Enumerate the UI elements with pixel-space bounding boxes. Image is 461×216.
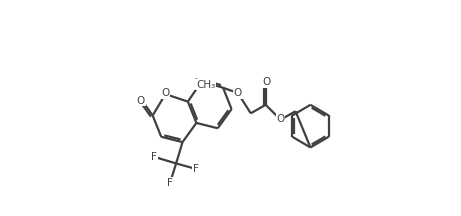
Text: O: O	[137, 95, 145, 106]
Text: F: F	[167, 178, 173, 188]
Text: F: F	[151, 152, 157, 162]
Text: F: F	[193, 164, 199, 174]
Text: O: O	[161, 88, 170, 98]
Text: O: O	[263, 77, 271, 87]
Text: O: O	[277, 114, 285, 124]
Text: CH₃: CH₃	[196, 80, 215, 90]
Text: O: O	[234, 88, 242, 98]
